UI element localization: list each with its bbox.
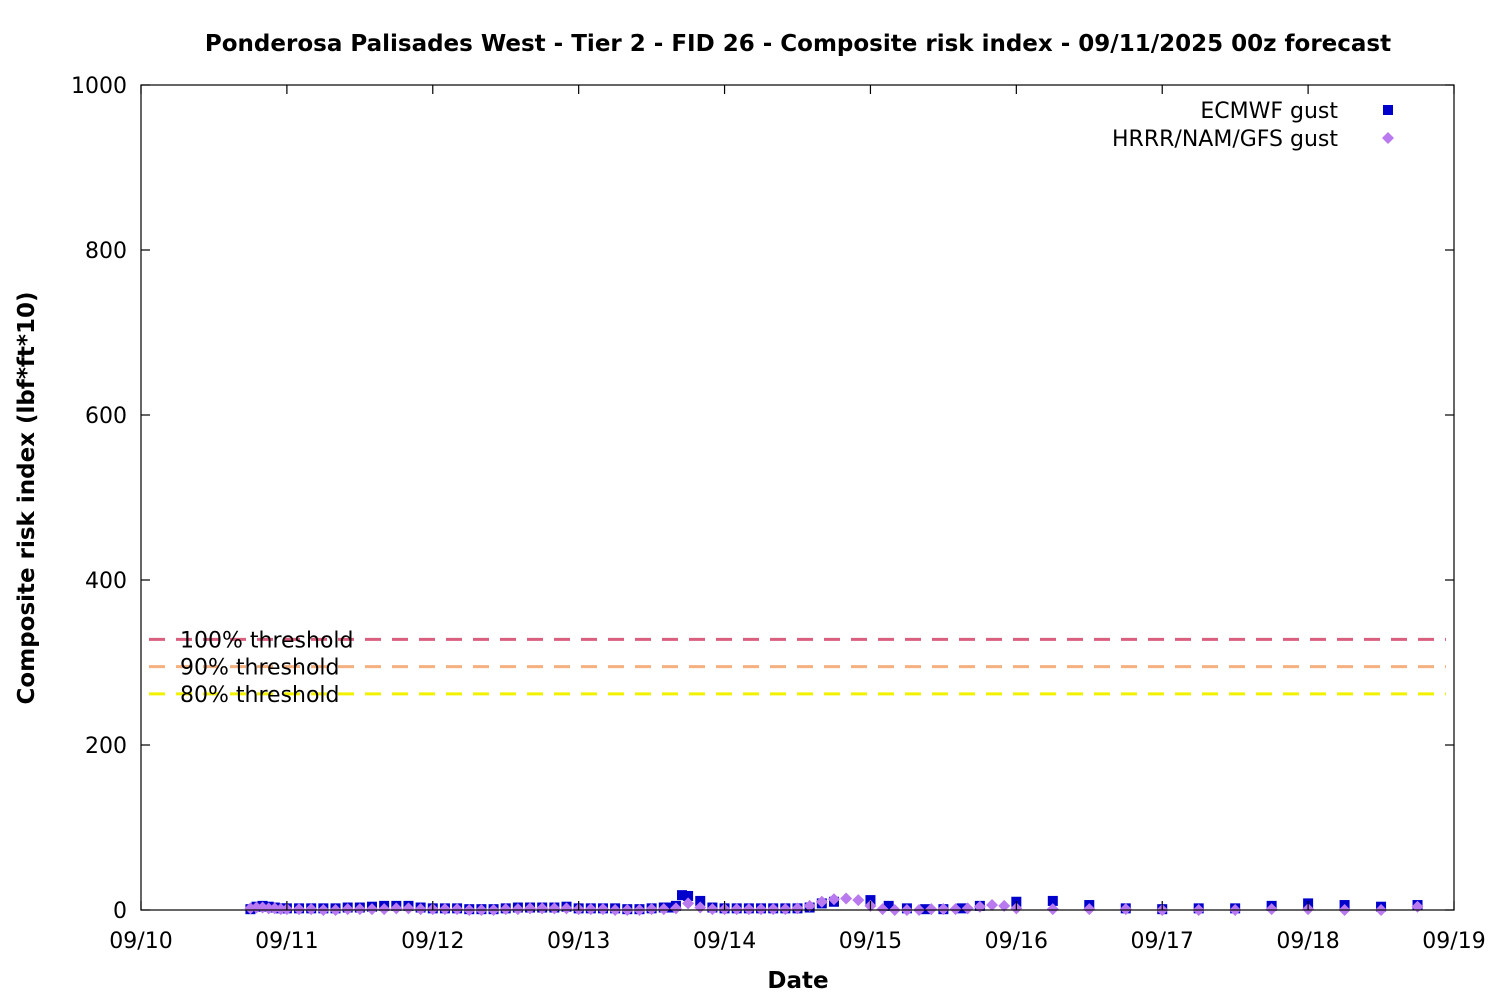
threshold-label: 90% threshold xyxy=(180,656,340,681)
data-point xyxy=(677,890,688,901)
data-point xyxy=(548,902,561,915)
chart-title: Ponderosa Palisades West - Tier 2 - FID … xyxy=(205,31,1391,57)
data-point xyxy=(584,903,597,916)
x-axis-title: Date xyxy=(767,968,828,994)
data-point xyxy=(1083,903,1096,916)
y-tick-label: 400 xyxy=(85,569,127,594)
x-tick-label: 09/12 xyxy=(401,929,464,954)
data-point xyxy=(524,902,537,915)
y-tick-label: 1000 xyxy=(71,74,127,99)
data-point xyxy=(669,902,682,915)
x-tick-label: 09/15 xyxy=(839,929,902,954)
data-point xyxy=(803,899,816,912)
data-point xyxy=(961,902,974,915)
data-point xyxy=(353,903,366,916)
data-point xyxy=(596,903,609,916)
y-tick-label: 200 xyxy=(85,734,127,759)
data-point xyxy=(293,903,306,916)
data-point xyxy=(827,893,840,906)
data-point xyxy=(998,899,1011,912)
data-point xyxy=(767,903,780,916)
data-point xyxy=(1046,903,1059,916)
data-point xyxy=(645,903,658,916)
x-tick-label: 09/18 xyxy=(1276,929,1339,954)
data-point xyxy=(925,903,938,916)
data-point xyxy=(920,904,931,915)
y-tick-label: 600 xyxy=(85,404,127,429)
x-tick-label: 09/19 xyxy=(1422,929,1485,954)
y-tick-label: 0 xyxy=(113,899,127,924)
data-point xyxy=(414,903,427,916)
data-point xyxy=(390,902,403,915)
data-point xyxy=(1047,895,1058,906)
data-point xyxy=(815,895,828,908)
y-tick-label: 800 xyxy=(85,239,127,264)
data-point xyxy=(956,903,967,914)
x-tick-label: 09/13 xyxy=(547,929,610,954)
data-point xyxy=(664,902,675,913)
legend: ECMWF gust HRRR/NAM/GFS gust xyxy=(1112,99,1394,152)
y-axis-title: Composite risk index (lbf*ft*10) xyxy=(14,292,40,705)
data-point xyxy=(791,902,804,915)
data-point xyxy=(438,903,451,916)
data-point xyxy=(262,902,275,915)
data-point xyxy=(365,903,378,916)
data-point xyxy=(657,903,670,916)
data-point xyxy=(451,903,464,916)
data-point xyxy=(730,903,743,916)
legend-label: HRRR/NAM/GFS gust xyxy=(1112,127,1338,152)
data-point xyxy=(560,902,573,915)
x-tick-label: 09/16 xyxy=(985,929,1048,954)
data-point xyxy=(949,903,962,916)
data-point xyxy=(378,903,391,916)
data-point xyxy=(779,903,792,916)
data-point xyxy=(695,895,706,906)
legend-label: ECMWF gust xyxy=(1200,99,1338,124)
x-tick-label: 09/17 xyxy=(1131,929,1194,954)
data-point xyxy=(536,902,549,915)
data-point xyxy=(706,903,719,916)
legend-marker-square xyxy=(1383,105,1393,115)
data-point xyxy=(986,899,999,912)
data-point xyxy=(1265,903,1278,916)
data-point xyxy=(274,903,287,916)
data-point xyxy=(742,903,755,916)
data-marks xyxy=(244,890,1424,916)
data-point xyxy=(840,892,853,905)
data-point xyxy=(402,902,415,915)
x-tick-label: 09/10 xyxy=(109,929,172,954)
legend-marker-diamond xyxy=(1382,132,1394,144)
data-point xyxy=(683,890,694,901)
data-point xyxy=(499,903,512,916)
data-point xyxy=(883,900,894,911)
data-point xyxy=(937,903,950,916)
threshold-label: 100% threshold xyxy=(180,628,354,653)
series-2 xyxy=(244,892,1424,916)
plot-frame xyxy=(140,84,1455,911)
data-point xyxy=(341,903,354,916)
threshold-label: 80% threshold xyxy=(180,683,340,708)
data-point xyxy=(511,903,524,916)
data-point xyxy=(682,897,695,910)
x-tick-label: 09/14 xyxy=(693,929,756,954)
data-point xyxy=(305,903,318,916)
data-point xyxy=(852,894,865,907)
x-tick-label: 09/11 xyxy=(255,929,318,954)
data-point xyxy=(876,903,889,916)
data-point xyxy=(1119,903,1132,916)
data-point xyxy=(755,903,768,916)
axes: 09/10 09/11 09/12 09/13 09/14 09/15 09/16 09/17… xyxy=(71,74,1486,954)
